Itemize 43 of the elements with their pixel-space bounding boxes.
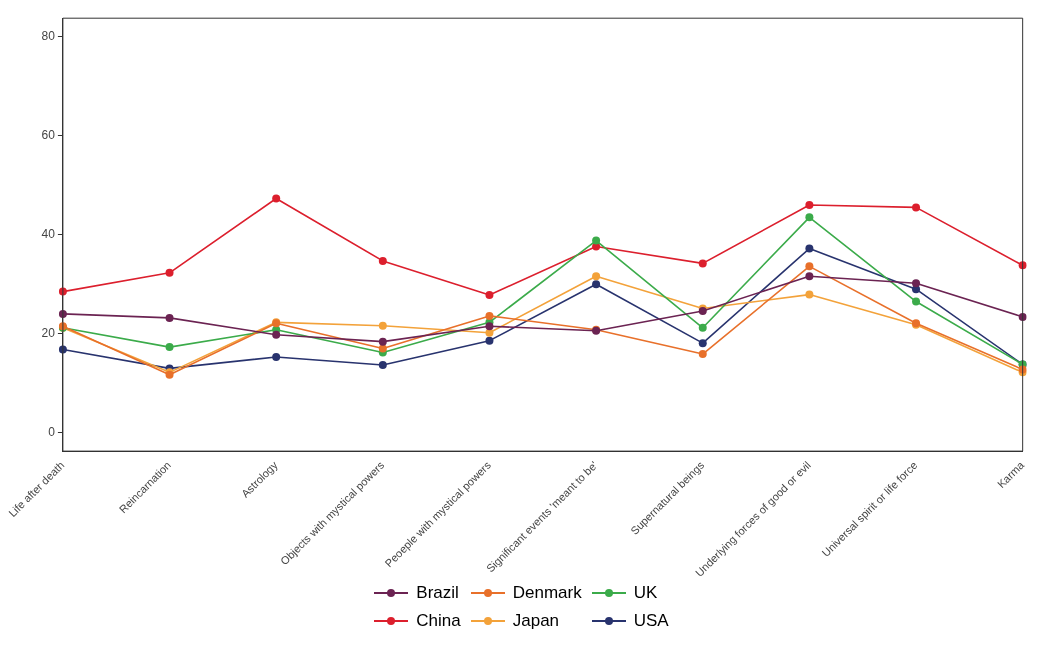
y-tick-label: 80	[41, 28, 56, 43]
legend-label: Denmark	[512, 583, 582, 603]
point	[485, 336, 494, 345]
point	[592, 280, 601, 289]
point	[698, 259, 707, 268]
point	[378, 321, 387, 330]
point	[272, 194, 281, 203]
point	[805, 262, 814, 271]
point	[698, 350, 707, 359]
point	[485, 322, 494, 331]
point	[165, 313, 174, 322]
point	[378, 337, 387, 346]
point	[485, 291, 494, 300]
point	[805, 290, 814, 299]
point	[912, 279, 921, 288]
point	[485, 328, 494, 337]
point	[272, 353, 281, 362]
point	[592, 236, 601, 245]
legend-label: UK	[633, 583, 658, 603]
point	[805, 200, 814, 209]
point	[805, 213, 814, 222]
legend-label: USA	[633, 611, 669, 631]
point	[272, 330, 281, 339]
point	[912, 297, 921, 306]
y-tick-label: 40	[41, 226, 56, 241]
point	[378, 256, 387, 265]
point	[485, 311, 494, 320]
point	[592, 272, 601, 281]
point	[805, 244, 814, 253]
point	[805, 272, 814, 281]
y-tick-label: 60	[41, 127, 56, 142]
legend-label: Japan	[512, 611, 560, 631]
point	[698, 323, 707, 332]
y-tick-label: 0	[48, 425, 56, 440]
point	[165, 268, 174, 277]
legend-label: Brazil	[416, 583, 459, 603]
point	[378, 360, 387, 369]
point	[378, 344, 387, 353]
point	[698, 339, 707, 348]
point	[912, 203, 921, 212]
legend-label: China	[416, 611, 461, 631]
y-tick-label: 20	[41, 326, 56, 341]
point	[165, 343, 174, 352]
